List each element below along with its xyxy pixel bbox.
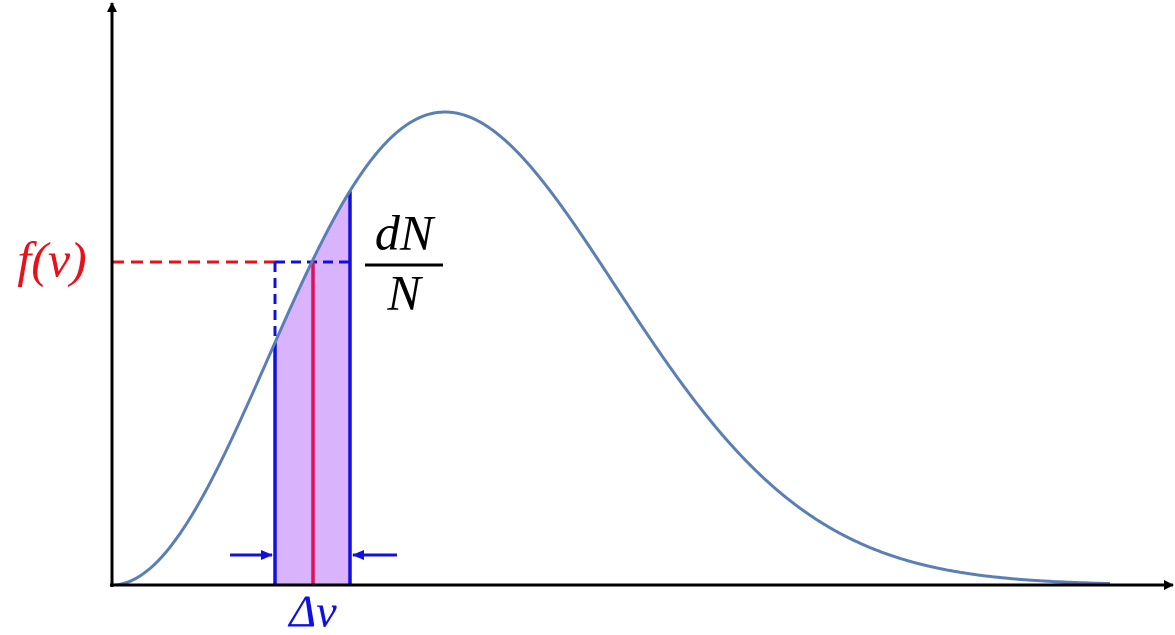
interval-label: Δv [287, 586, 337, 635]
fraction-denominator: N [386, 264, 423, 320]
fraction-numerator: dN [375, 204, 436, 260]
y-label: f(v) [17, 231, 86, 287]
distribution-curve [112, 110, 1110, 587]
